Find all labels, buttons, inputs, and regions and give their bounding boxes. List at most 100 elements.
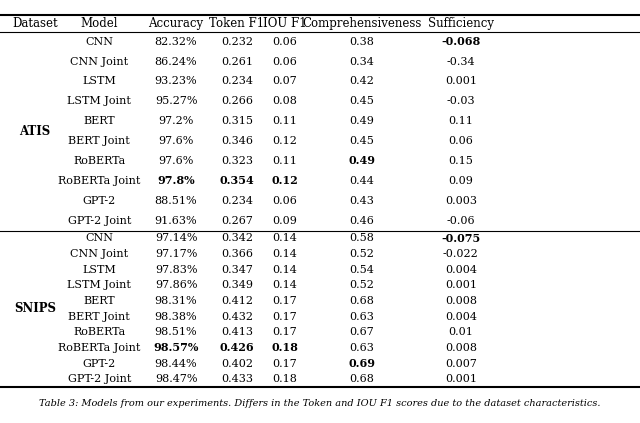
Text: 95.27%: 95.27%: [155, 96, 197, 106]
Text: 0.68: 0.68: [349, 374, 374, 384]
Text: 98.57%: 98.57%: [154, 342, 198, 354]
Text: 0.18: 0.18: [271, 342, 298, 354]
Text: 0.323: 0.323: [221, 156, 253, 166]
Text: 0.15: 0.15: [449, 156, 473, 166]
Text: 0.346: 0.346: [221, 136, 253, 146]
Text: RoBERTa Joint: RoBERTa Joint: [58, 343, 140, 353]
Text: GPT-2: GPT-2: [83, 196, 116, 206]
Text: -0.068: -0.068: [441, 36, 481, 47]
Text: CNN: CNN: [85, 233, 113, 243]
Text: Table 3: Models from our experiments. Differs in the Token and IOU F1 scores due: Table 3: Models from our experiments. Di…: [39, 399, 601, 409]
Text: BERT: BERT: [83, 116, 115, 126]
Text: ATIS: ATIS: [20, 125, 51, 137]
Text: 0.08: 0.08: [273, 96, 297, 106]
Text: 0.52: 0.52: [349, 280, 374, 290]
Text: RoBERTa: RoBERTa: [73, 327, 125, 337]
Text: 0.17: 0.17: [273, 327, 297, 337]
Text: BERT Joint: BERT Joint: [68, 312, 130, 321]
Text: 0.17: 0.17: [273, 296, 297, 306]
Text: SNIPS: SNIPS: [14, 302, 56, 315]
Text: 0.232: 0.232: [221, 37, 253, 47]
Text: 97.83%: 97.83%: [155, 265, 197, 275]
Text: 97.14%: 97.14%: [155, 233, 197, 243]
Text: CNN Joint: CNN Joint: [70, 249, 128, 259]
Text: 0.402: 0.402: [221, 359, 253, 368]
Text: 82.32%: 82.32%: [155, 37, 197, 47]
Text: 0.54: 0.54: [349, 265, 374, 275]
Text: 0.45: 0.45: [349, 136, 374, 146]
Text: 0.003: 0.003: [445, 196, 477, 206]
Text: BERT: BERT: [83, 296, 115, 306]
Text: -0.06: -0.06: [447, 216, 475, 225]
Text: 0.44: 0.44: [349, 176, 374, 186]
Text: 0.69: 0.69: [348, 358, 375, 369]
Text: 97.8%: 97.8%: [157, 175, 195, 187]
Text: 0.14: 0.14: [273, 233, 297, 243]
Text: 0.433: 0.433: [221, 374, 253, 384]
Text: 0.14: 0.14: [273, 280, 297, 290]
Text: 0.06: 0.06: [273, 37, 297, 47]
Text: 0.12: 0.12: [271, 175, 298, 187]
Text: 0.34: 0.34: [349, 57, 374, 66]
Text: 0.11: 0.11: [449, 116, 473, 126]
Text: 0.266: 0.266: [221, 96, 253, 106]
Text: 0.49: 0.49: [348, 155, 375, 167]
Text: 0.413: 0.413: [221, 327, 253, 337]
Text: 0.234: 0.234: [221, 196, 253, 206]
Text: 0.14: 0.14: [273, 265, 297, 275]
Text: -0.075: -0.075: [441, 233, 481, 244]
Text: LSTM Joint: LSTM Joint: [67, 280, 131, 290]
Text: 97.6%: 97.6%: [158, 136, 194, 146]
Text: Sufficiency: Sufficiency: [428, 17, 494, 30]
Text: 0.412: 0.412: [221, 296, 253, 306]
Text: GPT-2 Joint: GPT-2 Joint: [67, 374, 131, 384]
Text: 0.008: 0.008: [445, 343, 477, 353]
Text: 91.63%: 91.63%: [155, 216, 197, 225]
Text: 0.07: 0.07: [273, 77, 297, 86]
Text: Dataset: Dataset: [12, 17, 58, 30]
Text: 0.63: 0.63: [349, 312, 374, 321]
Text: 0.12: 0.12: [273, 136, 297, 146]
Text: 98.51%: 98.51%: [155, 327, 197, 337]
Text: 0.17: 0.17: [273, 312, 297, 321]
Text: 0.11: 0.11: [273, 156, 297, 166]
Text: 0.52: 0.52: [349, 249, 374, 259]
Text: 0.68: 0.68: [349, 296, 374, 306]
Text: 0.11: 0.11: [273, 116, 297, 126]
Text: 0.001: 0.001: [445, 374, 477, 384]
Text: 0.354: 0.354: [220, 175, 254, 187]
Text: BERT Joint: BERT Joint: [68, 136, 130, 146]
Text: 0.06: 0.06: [449, 136, 473, 146]
Text: 0.432: 0.432: [221, 312, 253, 321]
Text: 97.2%: 97.2%: [158, 116, 194, 126]
Text: 0.315: 0.315: [221, 116, 253, 126]
Text: LSTM Joint: LSTM Joint: [67, 96, 131, 106]
Text: 0.49: 0.49: [349, 116, 374, 126]
Text: GPT-2 Joint: GPT-2 Joint: [67, 216, 131, 225]
Text: 0.42: 0.42: [349, 77, 374, 86]
Text: RoBERTa: RoBERTa: [73, 156, 125, 166]
Text: 0.004: 0.004: [445, 265, 477, 275]
Text: GPT-2: GPT-2: [83, 359, 116, 368]
Text: 97.86%: 97.86%: [155, 280, 197, 290]
Text: CNN Joint: CNN Joint: [70, 57, 128, 66]
Text: 0.426: 0.426: [220, 342, 254, 354]
Text: -0.34: -0.34: [447, 57, 475, 66]
Text: 97.6%: 97.6%: [158, 156, 194, 166]
Text: 0.267: 0.267: [221, 216, 253, 225]
Text: 98.44%: 98.44%: [155, 359, 197, 368]
Text: 0.17: 0.17: [273, 359, 297, 368]
Text: 0.38: 0.38: [349, 37, 374, 47]
Text: IOU F1: IOU F1: [263, 17, 307, 30]
Text: 0.342: 0.342: [221, 233, 253, 243]
Text: 0.06: 0.06: [273, 196, 297, 206]
Text: 0.347: 0.347: [221, 265, 253, 275]
Text: 0.001: 0.001: [445, 77, 477, 86]
Text: 0.008: 0.008: [445, 296, 477, 306]
Text: 98.31%: 98.31%: [155, 296, 197, 306]
Text: 0.06: 0.06: [273, 57, 297, 66]
Text: 0.01: 0.01: [449, 327, 473, 337]
Text: 0.366: 0.366: [221, 249, 253, 259]
Text: 0.09: 0.09: [449, 176, 473, 186]
Text: 0.14: 0.14: [273, 249, 297, 259]
